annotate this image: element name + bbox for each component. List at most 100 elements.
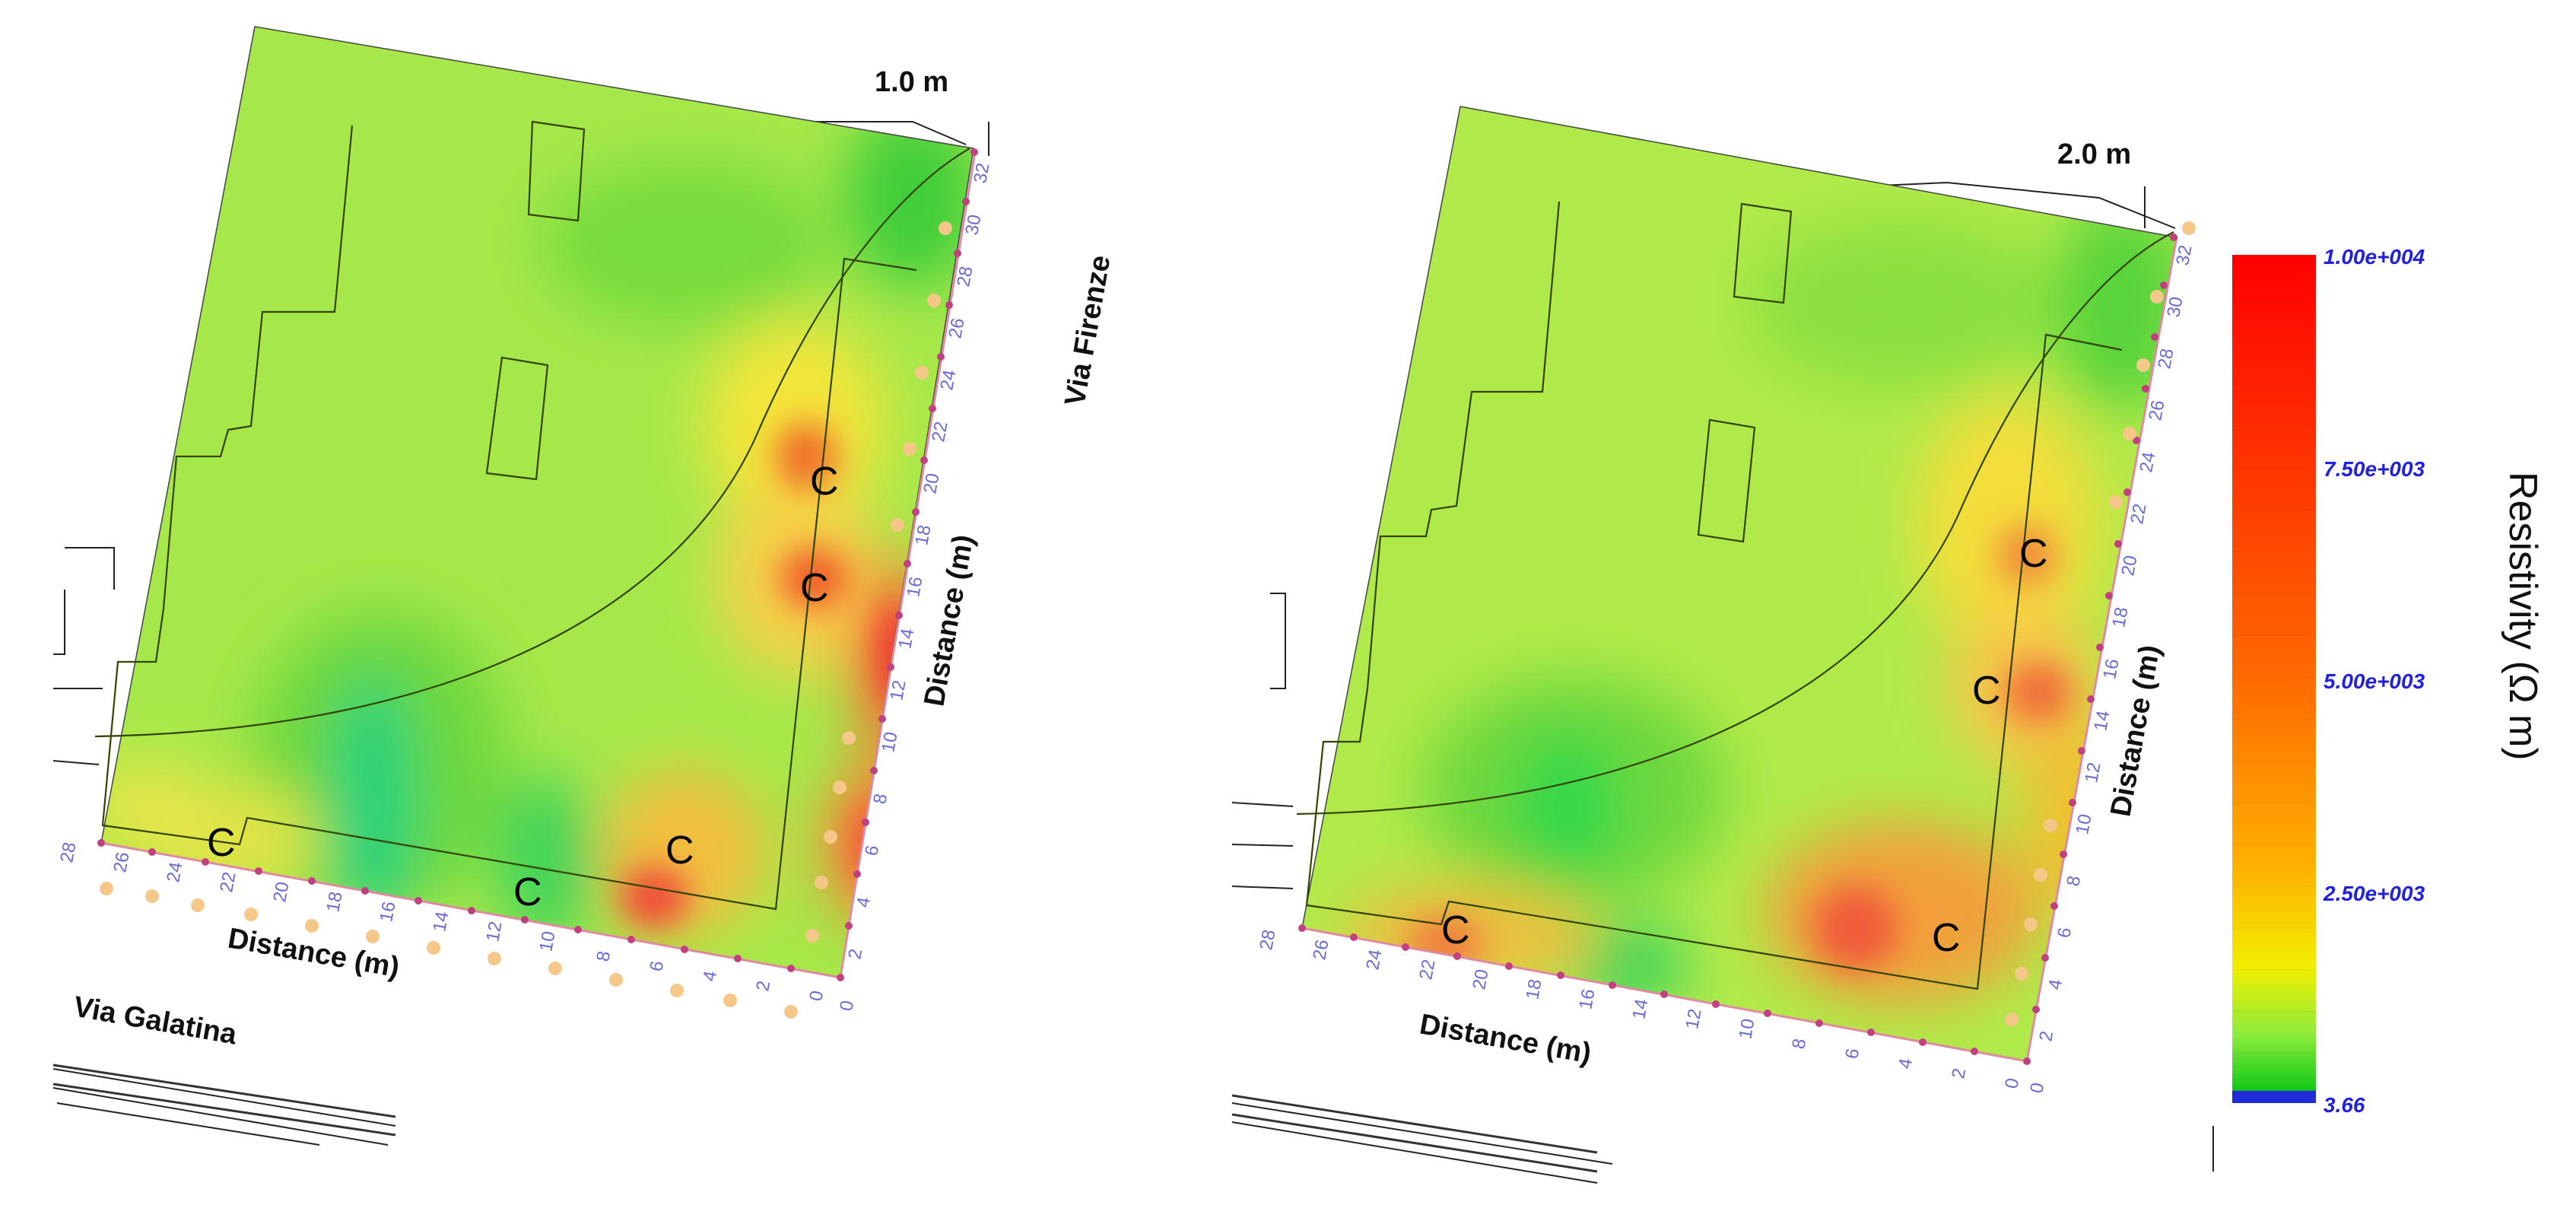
- map-panel-2m: 28 26 24 22 20 18 16 14 12 10 8 6 4 2 0 …: [1231, 106, 2214, 1184]
- tick-b-b4: 20: [1469, 968, 1492, 991]
- tick-b-b3: 22: [1415, 958, 1439, 981]
- tick-a-b3: 22: [216, 870, 240, 894]
- tick-a-r0: 0: [836, 999, 858, 1013]
- zone-marker: C: [513, 870, 542, 914]
- tick-b-r2: 4: [2044, 978, 2066, 991]
- right-axis-ticks-a: 0 2 4 6 8 10 12 14 16 18 20 22 24 26 28 …: [836, 161, 993, 1013]
- tick-b-b9: 10: [1735, 1017, 1758, 1041]
- tick-a-b12: 4: [699, 969, 721, 983]
- map-panel-1m: 28 26 24 22 20 18 16 14 12 10 8 6 4 2 0 …: [52, 26, 1117, 1146]
- tick-b-b2: 24: [1362, 948, 1386, 971]
- colorbar-title: Resistivity (Ω m): [2501, 472, 2545, 761]
- tick-a-b14: 0: [805, 989, 827, 1003]
- tick-b-r9: 18: [2108, 606, 2132, 629]
- zone-marker: C: [1932, 916, 1961, 960]
- zone-marker: C: [1441, 908, 1470, 952]
- electrodes-b: [1298, 221, 2196, 1065]
- site-boundary-lines-a: [52, 121, 989, 1146]
- colorbar-label-min: 3.66: [2323, 1093, 2365, 1117]
- zone-marker: C: [810, 459, 839, 504]
- zone-markers-a: C C C C C: [207, 459, 839, 914]
- right-axis-label-a: Distance (m): [919, 533, 980, 709]
- tick-a-b1: 26: [110, 850, 133, 874]
- building-outline-b: [1296, 201, 2174, 990]
- bottom-axis-ticks-a: 28 26 24 22 20 18 16 14 12 10 8 6 4 2 0: [56, 841, 827, 1003]
- colorbar-tick-labels: 1.00e+004 7.50e+003 5.00e+003 2.50e+003 …: [2323, 245, 2425, 1117]
- zone-marker: C: [665, 828, 694, 873]
- tick-a-r13: 26: [945, 316, 968, 340]
- tick-b-b14: 0: [2001, 1076, 2023, 1090]
- tick-b-r10: 20: [2117, 554, 2141, 577]
- tick-a-r4: 8: [869, 792, 891, 806]
- road-lines-a: [52, 1064, 396, 1137]
- tick-a-r7: 14: [894, 627, 918, 650]
- tick-a-b11: 6: [646, 959, 668, 973]
- tick-b-r15: 30: [2163, 295, 2187, 319]
- tick-b-r11: 22: [2127, 502, 2150, 526]
- tick-b-b10: 8: [1788, 1037, 1810, 1051]
- tick-a-r14: 28: [953, 265, 977, 288]
- tick-b-b1: 26: [1309, 938, 1332, 962]
- tick-a-b0: 28: [56, 841, 80, 864]
- tick-b-r3: 6: [2053, 926, 2076, 940]
- tick-b-r0: 0: [2026, 1081, 2048, 1095]
- zone-marker: C: [207, 821, 236, 865]
- tick-b-b5: 18: [1522, 978, 1545, 1001]
- colorbar-label-5000: 5.00e+003: [2323, 669, 2425, 693]
- tick-b-r13: 26: [2145, 399, 2168, 422]
- street-label-via-galatina: Via Galatina: [71, 991, 240, 1051]
- colorbar: 1.00e+004 7.50e+003 5.00e+003 2.50e+003 …: [2232, 245, 2545, 1117]
- tick-b-r4: 8: [2063, 874, 2085, 888]
- tick-b-r16: 32: [2172, 243, 2196, 267]
- tick-b-b7: 14: [1628, 997, 1652, 1021]
- right-axis-ticks-b: 0 2 4 6 8 10 12 14 16 18 20 22 24 26 28 …: [2026, 243, 2196, 1095]
- road-lines-b: [1231, 1094, 1598, 1173]
- tick-a-r3: 6: [861, 844, 883, 857]
- tick-b-b13: 2: [1948, 1067, 1970, 1080]
- tick-a-b13: 2: [752, 979, 774, 993]
- tick-b-b11: 6: [1841, 1047, 1863, 1060]
- colorbar-label-2500: 2.50e+003: [2323, 882, 2425, 905]
- tick-a-b8: 12: [482, 920, 506, 943]
- tick-a-b6: 16: [376, 900, 399, 924]
- zone-marker: C: [800, 566, 829, 610]
- tick-b-r6: 12: [2081, 761, 2104, 784]
- tick-b-r1: 2: [2035, 1029, 2057, 1043]
- colorbar-gradient: [2232, 255, 2316, 1103]
- zone-marker: C: [2019, 532, 2048, 576]
- zone-marker: C: [1972, 669, 2001, 713]
- street-label-via-firenze: Via Firenze: [1059, 253, 1117, 408]
- tick-b-r5: 10: [2072, 812, 2095, 836]
- electrodes-a: [97, 148, 978, 1019]
- tick-a-r11: 22: [928, 420, 951, 444]
- tick-a-r9: 18: [911, 523, 935, 547]
- tick-a-r16: 32: [970, 161, 993, 185]
- bottom-axis-label-b: Distance (m): [1417, 1009, 1593, 1070]
- tick-a-b10: 8: [592, 949, 615, 963]
- tick-b-r8: 16: [2099, 657, 2123, 681]
- colorbar-label-7500: 7.50e+003: [2323, 457, 2425, 481]
- tick-a-r2: 4: [853, 895, 875, 909]
- tick-a-r5: 10: [878, 730, 901, 754]
- tick-a-r12: 24: [936, 368, 960, 392]
- tick-a-b7: 14: [429, 910, 453, 933]
- building-outline-a: [94, 120, 970, 911]
- tick-b-r12: 24: [2136, 450, 2159, 474]
- colorbar-label-max: 1.00e+004: [2323, 245, 2425, 269]
- tick-b-r14: 28: [2154, 347, 2177, 370]
- tick-a-r15: 30: [961, 213, 985, 237]
- tick-b-r7: 14: [2090, 709, 2114, 733]
- bottom-axis-ticks-b: 28 26 24 22 20 18 16 14 12 10 8 6 4 2 0: [1256, 928, 2023, 1090]
- tick-a-r6: 12: [886, 679, 910, 702]
- tick-b-b8: 12: [1682, 1007, 1705, 1031]
- zone-markers-b: C C C C: [1441, 532, 2048, 960]
- tick-b-b12: 4: [1895, 1057, 1917, 1070]
- tick-a-b4: 20: [269, 880, 293, 904]
- tick-b-b0: 28: [1256, 928, 1279, 952]
- tick-a-r8: 16: [903, 575, 926, 599]
- tick-b-b6: 16: [1575, 987, 1599, 1011]
- colorbar-bands: [2232, 300, 2316, 1054]
- tick-a-r1: 2: [844, 947, 866, 961]
- tick-a-b2: 24: [163, 860, 186, 884]
